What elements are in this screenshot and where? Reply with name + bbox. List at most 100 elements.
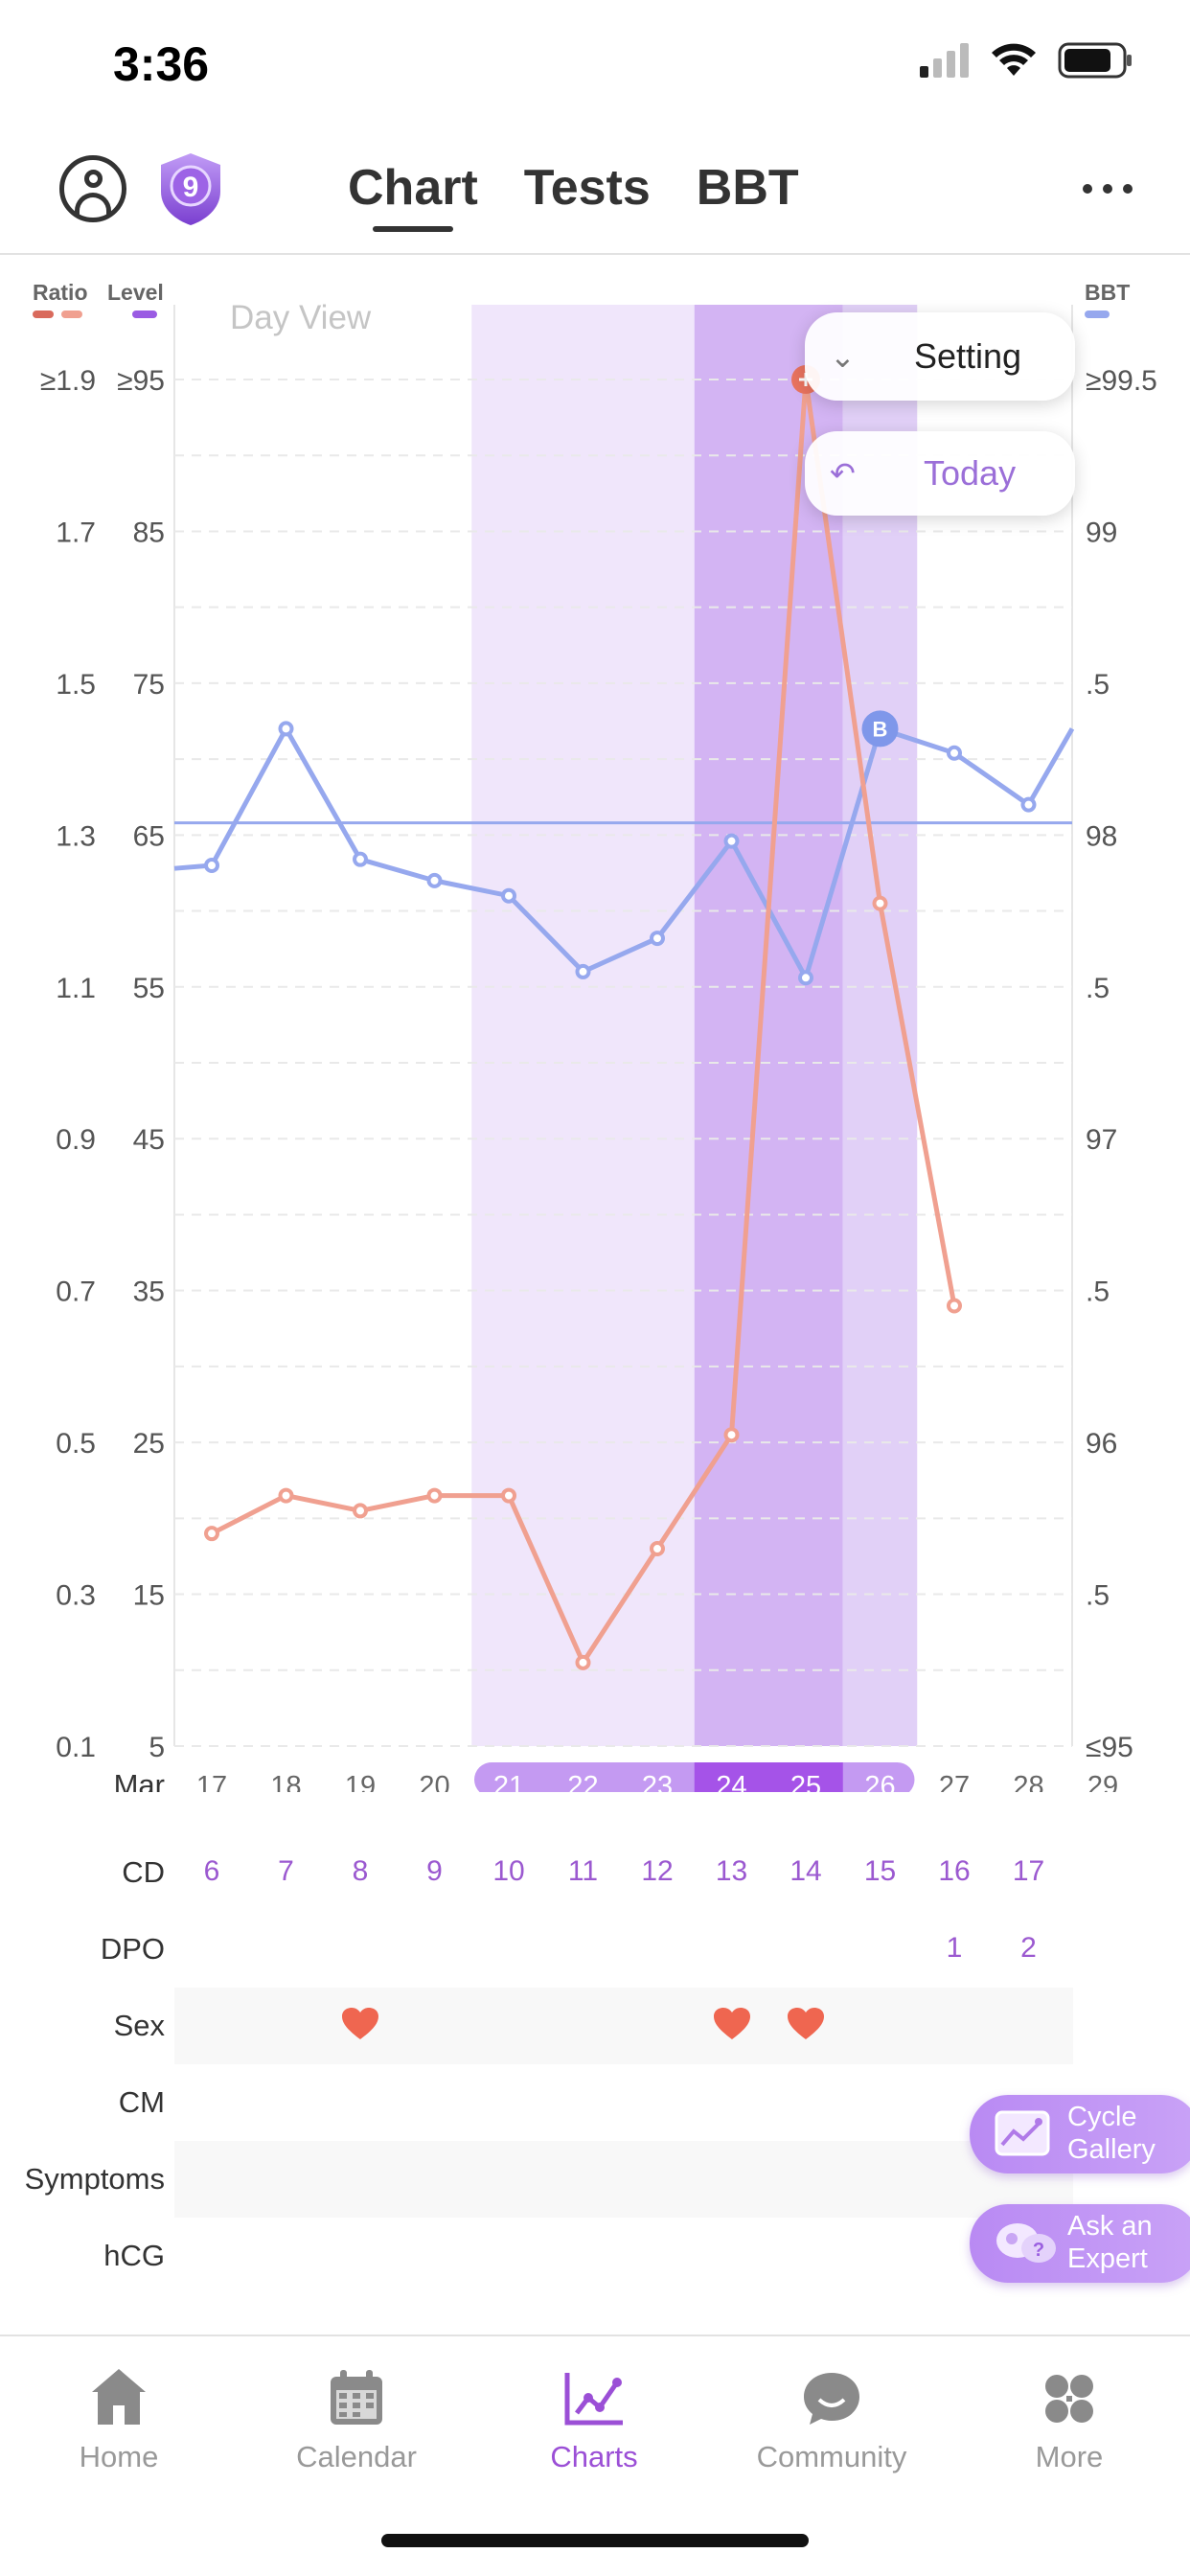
date-tick-label: 21 [493, 1771, 524, 1792]
return-icon: ↶ [830, 456, 856, 491]
month-label: Mar [114, 1768, 165, 1792]
nav-calendar[interactable]: Calendar [251, 2363, 462, 2474]
hcg-row-label: hCG [103, 2239, 165, 2272]
status-icons [920, 42, 1133, 79]
header: 9 Chart Tests BBT [0, 134, 1190, 255]
main-tabs: Chart Tests BBT [348, 159, 799, 232]
level-tick-label: 15 [133, 1580, 165, 1612]
nav-charts[interactable]: Charts [489, 2363, 699, 2474]
bbt-series-line [173, 725, 1075, 980]
setting-button[interactable]: ⌄ Setting [805, 312, 1075, 401]
more-options-icon[interactable] [1083, 184, 1133, 194]
heart-icon [342, 2008, 378, 2039]
ratio-tick-label: 0.7 [56, 1276, 96, 1308]
ratio-point [426, 1487, 443, 1504]
home-indicator [381, 2534, 809, 2547]
level-tick-label: 65 [133, 820, 165, 852]
tab-tests[interactable]: Tests [523, 160, 651, 216]
symptoms-row: Symptoms [0, 2141, 1190, 2218]
cycle-day-value: 13 [715, 1855, 748, 1887]
heart-icon [788, 2008, 824, 2039]
bbt-tick-label: ≥99.5 [1086, 365, 1157, 397]
today-button[interactable]: ↶ Today [805, 431, 1075, 516]
level-tick-label: 75 [133, 669, 165, 701]
cd-row: CD 6 7 8 9 10 11 12 13 14 15 16 17 [0, 1834, 1190, 1911]
date-tick-label: 20 [419, 1771, 449, 1792]
cycle-day-value: 16 [938, 1855, 971, 1887]
nav-more[interactable]: More [964, 2363, 1175, 2474]
level-tick-label: 85 [133, 517, 165, 548]
cycle-day-value: 11 [567, 1855, 599, 1887]
bbt-marker-letter: B [873, 717, 888, 741]
ratio-tick-label: 1.3 [56, 820, 96, 852]
signal-icon [920, 43, 969, 78]
chevron-down-icon: ⌄ [830, 339, 856, 374]
cm-row-label: CM [118, 2085, 165, 2119]
gallery-icon [995, 2110, 1050, 2156]
cycle-gallery-button[interactable]: Cycle Gallery [970, 2095, 1190, 2174]
ratio-tick-label: 1.5 [56, 669, 96, 701]
ratio-point [204, 1526, 219, 1542]
cycle-day-value: 12 [641, 1855, 674, 1887]
date-tick-label: 28 [1013, 1771, 1043, 1792]
dpo-value: 1 [946, 1932, 963, 1964]
fertility-chart[interactable]: Ratio Level BBT Day View ≥1.9 ≥95 ≥99.5 1.7… [0, 259, 1190, 1792]
nav-home[interactable]: Home [13, 2363, 224, 2474]
date-tick-label: 27 [939, 1771, 970, 1792]
tab-bbt[interactable]: BBT [696, 160, 799, 216]
bbt-point [501, 887, 516, 904]
legend-ratio-label: Ratio [33, 280, 88, 305]
fertile-window-band [471, 305, 695, 1746]
cycle-day-value: 7 [278, 1855, 294, 1887]
bbt-point [204, 858, 219, 874]
profile-avatar-icon[interactable] [59, 155, 126, 222]
date-tick-label: 17 [196, 1771, 227, 1792]
bbt-tick-label: 98 [1086, 820, 1117, 852]
level-tick-label: 55 [133, 973, 165, 1004]
community-icon [804, 2373, 859, 2425]
dpo-row: DPO 1 2 [0, 1911, 1190, 1988]
ask-expert-label: Ask an Expert [1067, 2211, 1153, 2274]
nav-community-label: Community [756, 2440, 907, 2473]
heart-icon [713, 2008, 750, 2039]
hcg-row: hCG [0, 2218, 1190, 2294]
status-time: 3:36 [113, 37, 210, 91]
ratio-tick-label: 1.7 [56, 517, 96, 548]
expert-chat-icon: ? [996, 2223, 1056, 2263]
date-tick-label: 22 [567, 1771, 598, 1792]
ratio-point [501, 1487, 516, 1504]
day-view-label: Day View [230, 299, 372, 336]
ratio-tick-label: 1.1 [56, 973, 96, 1004]
level-badge-icon[interactable]: 9 [157, 151, 224, 226]
status-bar: 3:36 [0, 0, 1190, 125]
ratio-point [575, 1654, 591, 1670]
bbt-tick-label: .5 [1086, 1276, 1110, 1308]
date-tick-label: 25 [790, 1771, 821, 1792]
wifi-icon [992, 43, 1036, 76]
bbt-point [575, 963, 591, 979]
nav-community[interactable]: Community [726, 2363, 937, 2474]
cm-row: CM [0, 2064, 1190, 2141]
calendar-icon [331, 2370, 382, 2425]
ask-expert-button[interactable]: ? Ask an Expert [970, 2204, 1190, 2283]
date-tick-label: 19 [345, 1771, 376, 1792]
level-tick-label: 45 [133, 1124, 165, 1156]
tab-chart[interactable]: Chart [348, 160, 478, 232]
bbt-point [723, 833, 740, 849]
cycle-day-value: 8 [352, 1855, 369, 1887]
today-label: Today [924, 453, 1017, 493]
dpo-value: 2 [1020, 1932, 1037, 1964]
cd-row-label: CD [122, 1855, 165, 1889]
peak-date-pill [694, 1762, 843, 1792]
date-tick-label: 26 [864, 1771, 895, 1792]
bbt-tick-label: 96 [1086, 1428, 1117, 1460]
bbt-point [798, 970, 813, 986]
cycle-day-value: 6 [203, 1855, 220, 1887]
ratio-point [650, 1541, 665, 1557]
cycle-day-value: 10 [492, 1855, 525, 1887]
ratio-tick-label: 0.1 [56, 1732, 96, 1763]
ratio-point [353, 1503, 368, 1519]
legend-bbt-swatch [1085, 310, 1110, 318]
sex-row: Sex [0, 1988, 1190, 2064]
bbt-tick-label: 97 [1086, 1124, 1117, 1156]
